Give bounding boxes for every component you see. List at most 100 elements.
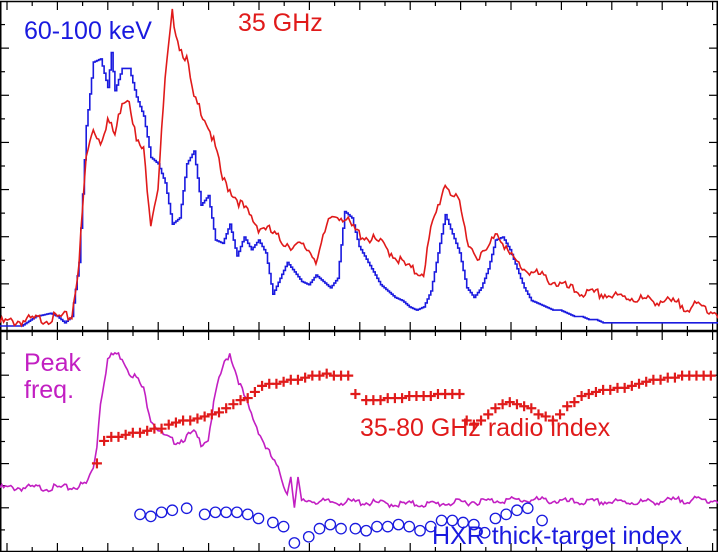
hxr-index-point (457, 516, 469, 529)
hxr-index-point (335, 522, 347, 535)
hxr-index-point (266, 516, 279, 529)
radio-index-point (206, 409, 217, 420)
radio-index-point (321, 368, 332, 379)
hxr-index-point (241, 508, 254, 521)
label-60-100-kev: 60-100 keV (24, 17, 152, 45)
radio-index-point (242, 393, 253, 404)
hxr-index-point (252, 512, 265, 525)
radio-index-point (292, 374, 303, 385)
radio-index-point (468, 419, 479, 430)
hxr-index-point (324, 518, 337, 531)
radio-index-point (490, 403, 501, 414)
annotations: 60-100 keV 35 GHz Peak freq. 35-80 GHz ra… (24, 9, 683, 550)
radio-index-point (511, 399, 522, 410)
radio-index-point (170, 417, 181, 428)
hxr-index-point (511, 504, 523, 517)
radio-index-point (705, 370, 716, 381)
radio-index-point (257, 380, 268, 391)
series-60-100-kev (0, 51, 718, 327)
radio-index-point (343, 370, 354, 381)
label-peak-freq: Peak freq. (24, 349, 81, 404)
radio-index-point (641, 376, 652, 387)
radio-index-point (583, 389, 594, 399)
hxr-index-point (231, 506, 243, 519)
radio-index-point (314, 370, 325, 381)
radio-index-point (526, 403, 537, 414)
hxr-index-point (414, 524, 426, 537)
hxr-index-point (209, 506, 222, 519)
radio-index-point (271, 378, 282, 389)
radio-index-point (476, 415, 487, 426)
radio-index-point (497, 399, 508, 410)
hxr-index-point (198, 508, 211, 521)
hxr-index-point (349, 522, 362, 535)
hxr-index-point (313, 522, 326, 535)
radio-index-point (425, 391, 436, 402)
series-peak-freq (0, 351, 718, 509)
top-panel-plot (0, 8, 718, 328)
radio-index-point (569, 397, 580, 408)
hxr-index-point (220, 506, 233, 519)
radio-index-point (590, 386, 601, 397)
radio-index-point (113, 431, 124, 442)
hxr-index-point (360, 524, 373, 537)
hxr-index-point (536, 514, 548, 527)
hxr-index-point (371, 520, 383, 533)
radio-index-point (228, 399, 239, 410)
radio-index-point (605, 384, 616, 395)
hxr-index-point (446, 514, 459, 527)
radio-index-point (375, 395, 386, 406)
radio-index-point (576, 391, 587, 402)
radio-index-point (483, 409, 494, 420)
radio-index-point (163, 419, 174, 430)
hxr-index-point (500, 508, 513, 521)
radio-index-point (199, 411, 210, 422)
radio-index-point (555, 409, 566, 420)
series-35-ghz (0, 8, 718, 328)
hxr-index-point (489, 512, 502, 525)
radio-index-point (99, 435, 110, 446)
hxr-index-point (521, 502, 534, 515)
radio-index-point (350, 389, 361, 399)
hxr-index-point (302, 530, 315, 543)
radio-index-point (562, 401, 573, 412)
radio-index-point (634, 378, 645, 389)
hxr-index-point (424, 520, 437, 533)
radio-index-point (156, 423, 167, 434)
hxr-index-point (288, 537, 301, 549)
radio-index-point (540, 411, 551, 422)
hxr-index-point (381, 520, 394, 533)
bottom-panel-plot (0, 351, 718, 549)
radio-index-point (397, 393, 408, 404)
radio-index-point (235, 395, 246, 406)
hxr-index-point (166, 504, 179, 517)
label-peak-freq-line: freq. (24, 376, 74, 404)
hxr-index-point (403, 520, 416, 533)
radio-index-point (135, 427, 146, 438)
radio-index-point (142, 425, 153, 436)
radio-index-point (213, 407, 224, 418)
label-35-ghz: 35 GHz (238, 9, 323, 37)
radio-index-point (192, 413, 203, 424)
hxr-index-point (155, 506, 168, 519)
radio-index-point (519, 401, 530, 412)
radio-index-point (120, 429, 131, 440)
radio-index-point (300, 372, 311, 383)
hxr-index-point (134, 508, 146, 521)
radio-index-point (221, 403, 232, 414)
radio-index-point (669, 372, 680, 383)
panel-frame (0, 0, 718, 332)
hxr-index-point (144, 510, 157, 523)
radio-index-point (185, 415, 196, 426)
hxr-index-point (392, 518, 405, 531)
label-radio-index: 35-80 GHz radio index (360, 414, 611, 442)
radio-index-point (461, 415, 472, 426)
radio-index-point (454, 389, 465, 399)
hxr-index-point (468, 518, 480, 531)
radio-index-point (278, 376, 289, 387)
radio-index-point (547, 415, 558, 426)
label-peak-freq-line: Peak (24, 349, 81, 377)
radio-index-point (91, 458, 102, 469)
radio-index-point (504, 397, 515, 408)
